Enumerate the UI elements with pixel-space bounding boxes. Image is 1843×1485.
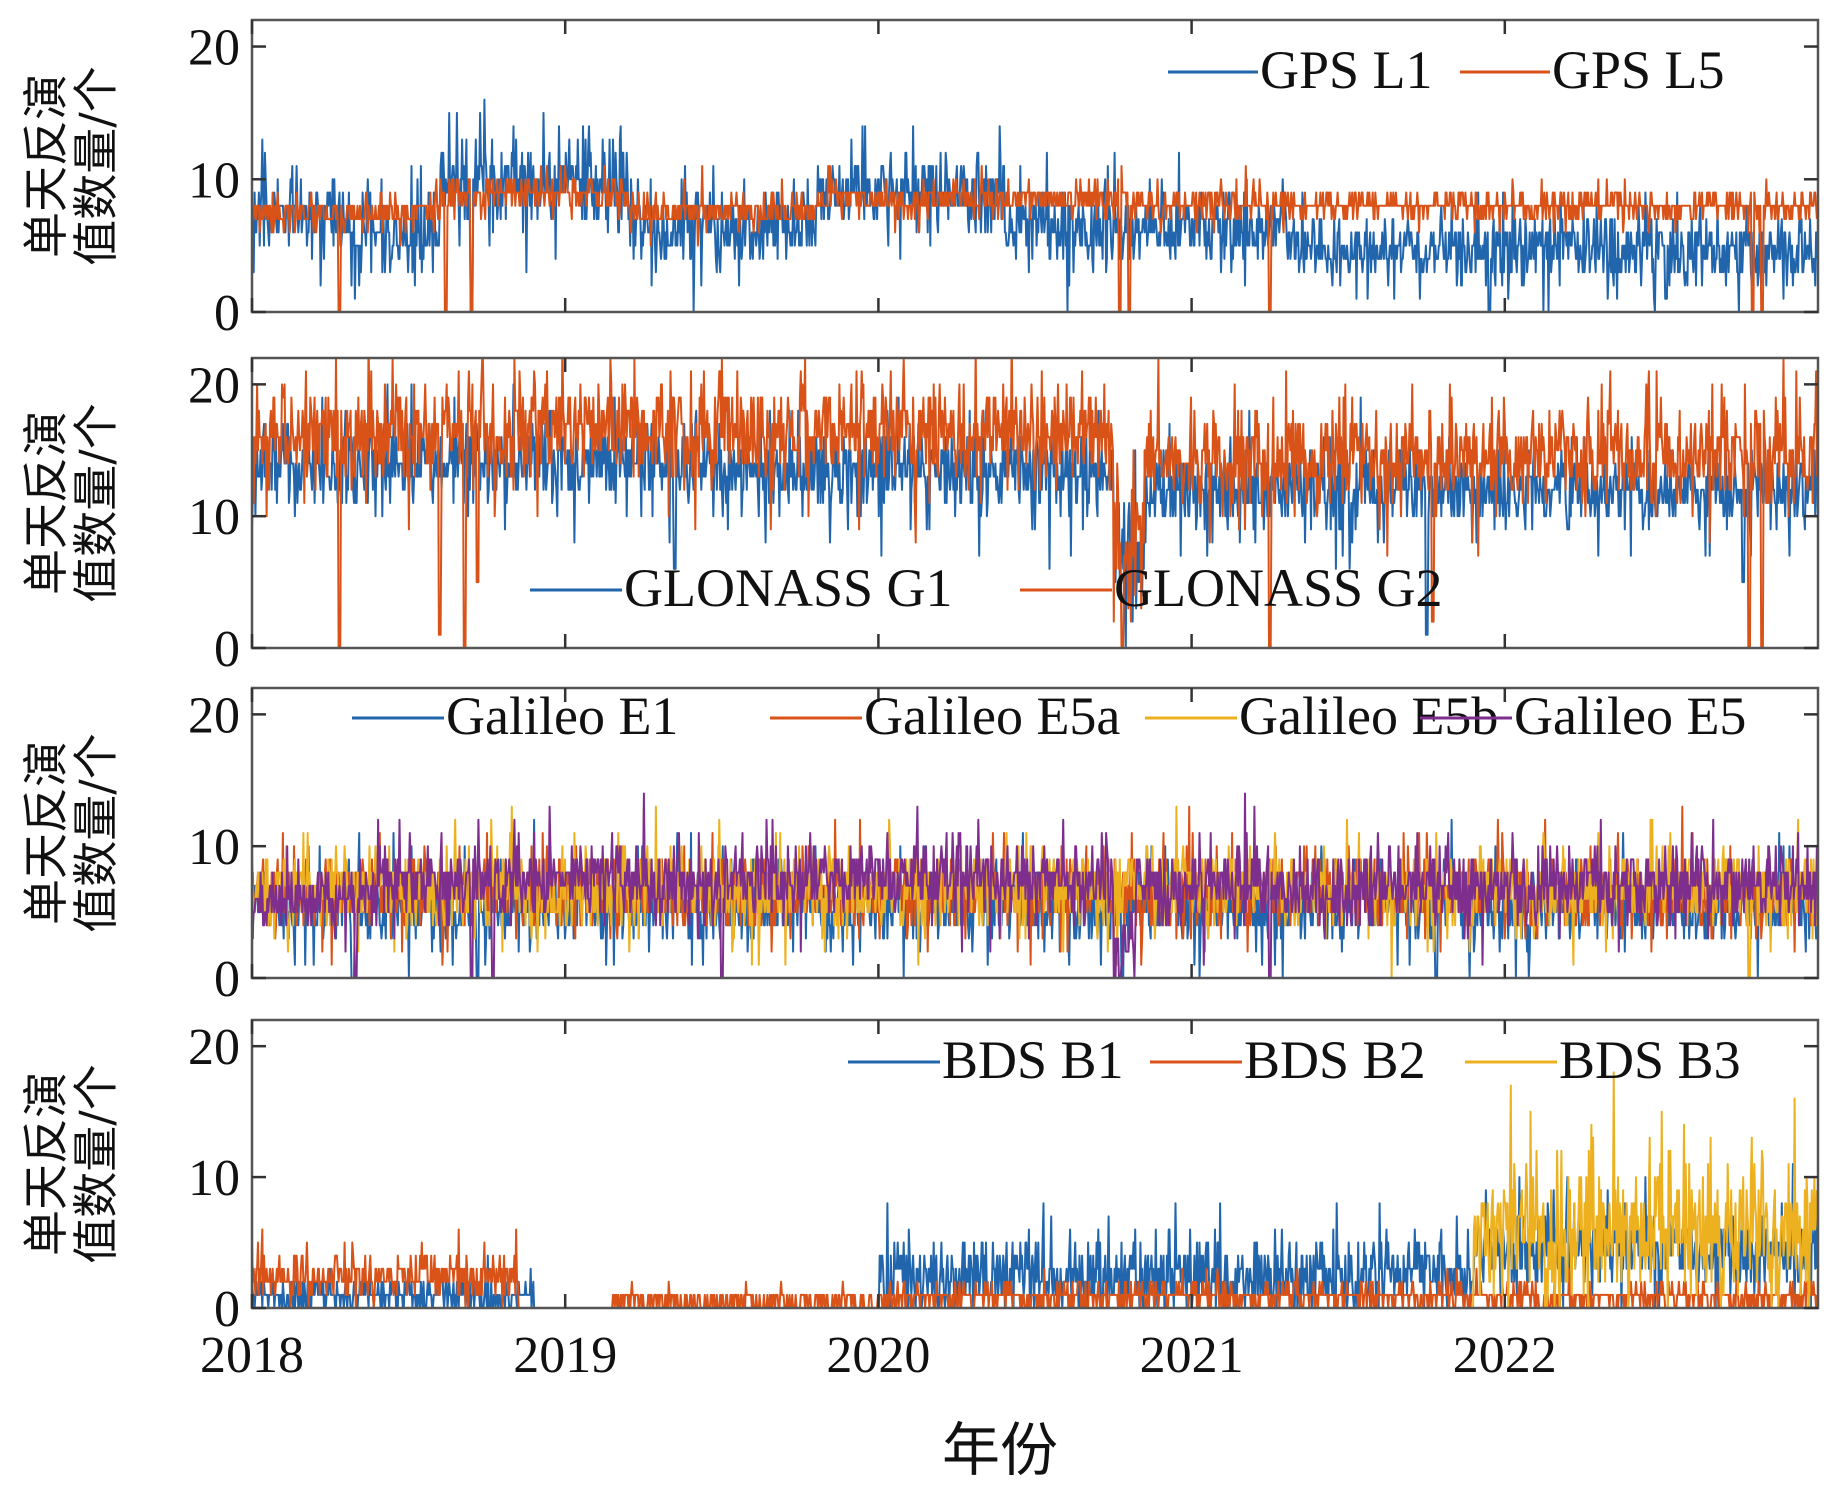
y-tick-label: 20: [188, 1019, 240, 1076]
legend-item-galileo-e1: Galileo E1: [352, 686, 678, 746]
legend-label: GLONASS G2: [1114, 558, 1443, 618]
y-tick-label: 0: [214, 951, 240, 1008]
y-axis-label: 单天反演: [19, 1072, 73, 1256]
series-line-glonass-g2: [252, 358, 1818, 648]
y-tick-label: 20: [188, 687, 240, 744]
y-tick-label: 10: [188, 1150, 240, 1207]
legend-label: BDS B1: [942, 1030, 1124, 1090]
series-line-glonass-g1: [252, 383, 1818, 648]
x-axis-label: 年份: [942, 1416, 1058, 1484]
glonass-series-group: [252, 358, 1818, 648]
y-tick-label: 20: [188, 357, 240, 414]
series-line-galileo-e5: [252, 792, 1818, 978]
y-axis-label: 值数量/个: [69, 403, 123, 603]
galileo-axes-frame: [250, 686, 1820, 980]
bds-axes-frame: [250, 1018, 1820, 1310]
x-tick-label: 2018: [200, 1327, 304, 1384]
series-line-gps-l1: [252, 98, 1818, 312]
y-tick-label: 10: [188, 152, 240, 209]
y-axis-label: 单天反演: [19, 741, 73, 925]
legend-label: Galileo E1: [446, 686, 678, 746]
legend-label: GPS L1: [1260, 40, 1433, 100]
y-tick-label: 0: [214, 1281, 240, 1338]
legend-label: BDS B2: [1244, 1030, 1426, 1090]
legend-label: BDS B3: [1559, 1030, 1741, 1090]
y-tick-label: 0: [214, 285, 240, 342]
legend-label: Galileo E5b: [1239, 686, 1498, 746]
galileo-series-group: [252, 792, 1818, 978]
y-tick-label: 0: [214, 621, 240, 678]
y-tick-label: 10: [188, 819, 240, 876]
legend-label: GLONASS G1: [624, 558, 953, 618]
glonass-axes-frame: [250, 356, 1820, 650]
legend-item-bds-b3: BDS B3: [1465, 1030, 1741, 1090]
y-axis-label: 值数量/个: [69, 733, 123, 933]
y-tick-label: 20: [188, 20, 240, 77]
x-tick-label: 2021: [1140, 1327, 1244, 1384]
series-line-bds-b2: [252, 1228, 1818, 1308]
gps-series-group: [252, 98, 1818, 312]
legend-item-gps-l1: GPS L1: [1168, 40, 1433, 100]
legend-item-galileo-e5b: Galileo E5b: [1145, 686, 1498, 746]
legend-label: Galileo E5a: [864, 686, 1120, 746]
bds-series-group: [252, 1071, 1818, 1308]
y-axis-label: 值数量/个: [69, 66, 123, 266]
y-axis-label: 值数量/个: [69, 1064, 123, 1264]
legend-item-gps-l5: GPS L5: [1460, 40, 1725, 100]
legend-item-galileo-e5a: Galileo E5a: [770, 686, 1120, 746]
series-line-gps-l5: [252, 165, 1818, 312]
legend-item-bds-b2: BDS B2: [1150, 1030, 1426, 1090]
y-axis-label: 单天反演: [19, 74, 73, 258]
x-tick-label: 2020: [826, 1327, 930, 1384]
legend-item-bds-b1: BDS B1: [848, 1030, 1124, 1090]
y-tick-label: 10: [188, 489, 240, 546]
legend-label: Galileo E5: [1514, 686, 1746, 746]
series-line-bds-b3: [252, 1071, 1818, 1308]
legend-label: GPS L5: [1552, 40, 1725, 100]
legend-item-galileo-e5: Galileo E5: [1420, 686, 1746, 746]
x-tick-label: 2022: [1453, 1327, 1557, 1384]
x-tick-label: 2019: [513, 1327, 617, 1384]
legend-item-glonass-g1: GLONASS G1: [530, 558, 953, 618]
y-axis-label: 单天反演: [19, 411, 73, 595]
gps-axes-frame: [250, 18, 1820, 314]
legend-item-glonass-g2: GLONASS G2: [1020, 558, 1443, 618]
